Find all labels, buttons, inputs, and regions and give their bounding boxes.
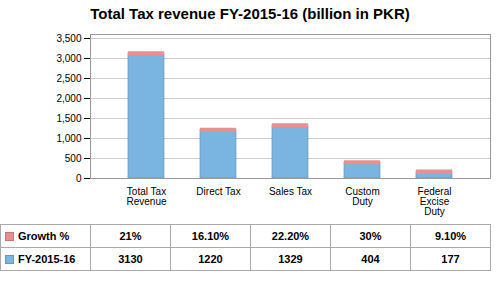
svg-text:CustomDuty: CustomDuty: [345, 186, 379, 207]
html-text:FY-2015-16: FY-2015-16: [18, 253, 76, 265]
html-text:16.10%: 16.10%: [191, 230, 230, 242]
html-text:9.10%: 9.10%: [434, 230, 467, 242]
html-text:1329: 1329: [278, 253, 303, 265]
svg-text:3,500: 3,500: [56, 33, 81, 44]
svg-text:0: 0: [76, 173, 82, 184]
svg-text:FederalExciseDuty: FederalExciseDuty: [418, 186, 452, 217]
svg-text:3,000: 3,000: [56, 53, 81, 64]
html-text:Growth %: Growth %: [18, 230, 70, 242]
html-text:3130: 3130: [118, 253, 143, 265]
svg-text:1,000: 1,000: [56, 133, 81, 144]
html-text:30%: 30%: [359, 230, 382, 242]
html-text:404: 404: [361, 253, 380, 265]
html-text:21%: 21%: [119, 230, 142, 242]
svg-text:500: 500: [65, 153, 82, 164]
html-text:177: 177: [441, 253, 460, 265]
svg-text:Sales Tax: Sales Tax: [269, 186, 312, 197]
svg-text:2,000: 2,000: [56, 93, 81, 104]
svg-text:1,500: 1,500: [56, 113, 81, 124]
html-text:1220: 1220: [198, 253, 223, 265]
svg-text:2,500: 2,500: [56, 73, 81, 84]
svg-text:Total TaxRevenue: Total TaxRevenue: [126, 186, 166, 207]
html-text:Total Tax revenue FY-2015-16 (: Total Tax revenue FY-2015-16 (billion in…: [90, 5, 410, 22]
html-text:22.20%: 22.20%: [271, 230, 310, 242]
svg-text:Direct Tax: Direct Tax: [196, 186, 240, 197]
